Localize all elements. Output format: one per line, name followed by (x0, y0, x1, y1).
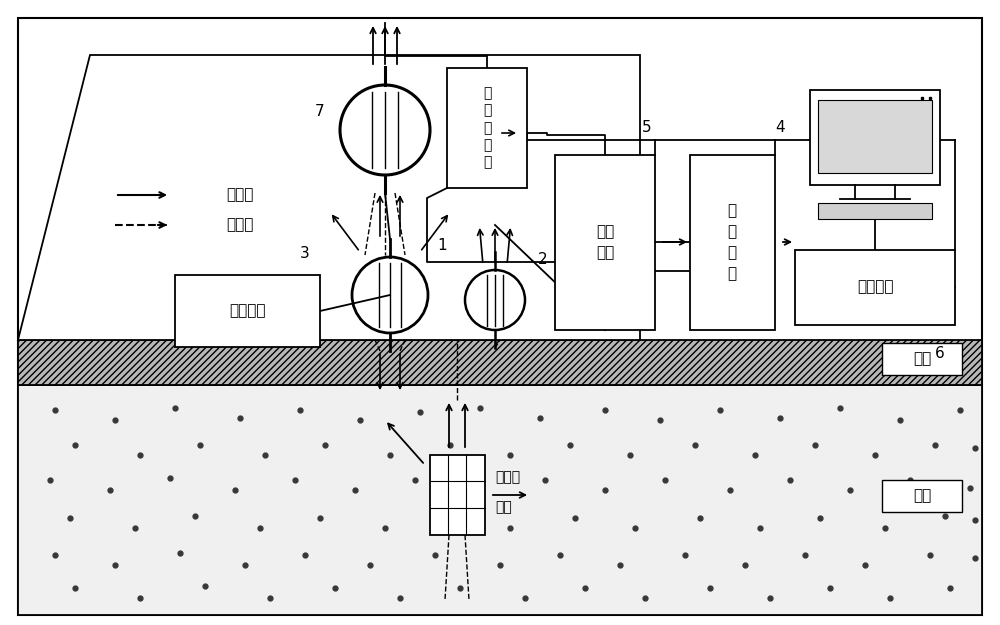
Bar (18, 385, 982, 615)
Text: 信
号
采
集: 信 号 采 集 (727, 203, 737, 281)
Bar (818, 203, 932, 219)
Bar (810, 90, 940, 185)
Text: 1: 1 (437, 238, 447, 252)
Text: 4: 4 (775, 119, 785, 134)
Bar (818, 100, 932, 173)
Text: 围岩: 围岩 (913, 489, 931, 504)
Text: 5: 5 (642, 119, 652, 134)
Text: 6: 6 (935, 346, 945, 361)
Bar (447, 68, 527, 188)
Text: 7: 7 (315, 104, 325, 119)
Bar (690, 155, 775, 330)
Bar (882, 480, 962, 512)
Text: 导体块: 导体块 (495, 470, 520, 484)
Bar (795, 250, 955, 325)
Bar (18, 340, 982, 385)
Text: 土壤: 土壤 (913, 351, 931, 366)
Text: 接收场: 接收场 (226, 217, 254, 232)
Text: 数据处理: 数据处理 (857, 279, 893, 294)
Text: 2: 2 (538, 253, 548, 268)
Text: 涡流: 涡流 (495, 500, 512, 514)
Bar (175, 275, 320, 347)
Text: 发射场: 发射场 (226, 188, 254, 202)
Polygon shape (18, 55, 640, 340)
Bar (430, 455, 485, 535)
Bar (882, 343, 962, 375)
Text: 精
密
电
位
器: 精 密 电 位 器 (483, 86, 491, 169)
Text: 接收
电路: 接收 电路 (596, 224, 614, 260)
Text: 发射电路: 发射电路 (229, 304, 265, 319)
Bar (555, 155, 655, 330)
Text: 3: 3 (300, 246, 310, 261)
